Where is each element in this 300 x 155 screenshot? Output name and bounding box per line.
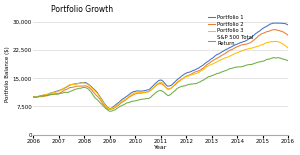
Portfolio 1 (115, 103, 119, 105)
Portfolio 3 (286, 47, 290, 49)
S&P 500 Total
Return (286, 60, 290, 62)
Portfolio 2 (216, 57, 220, 59)
S&P 500 Total
Return (110, 110, 113, 112)
Portfolio 2 (133, 93, 136, 95)
Portfolio 2 (109, 108, 112, 110)
S&P 500 Total
Return (218, 72, 221, 74)
Line: S&P 500 Total
Return: S&P 500 Total Return (33, 58, 288, 111)
S&P 500 Total
Return (62, 92, 66, 94)
Portfolio 1 (133, 91, 136, 93)
Portfolio 3 (192, 73, 196, 75)
Portfolio 1 (218, 53, 221, 55)
Portfolio 2 (62, 90, 66, 91)
Portfolio 2 (115, 105, 119, 107)
Portfolio 1 (109, 108, 112, 110)
Portfolio 3 (272, 40, 276, 42)
Portfolio 1 (216, 53, 220, 55)
Portfolio 3 (62, 87, 66, 89)
Portfolio 1 (32, 96, 35, 98)
S&P 500 Total
Return (216, 72, 220, 74)
Portfolio 1 (286, 24, 290, 26)
Portfolio 3 (109, 108, 112, 110)
S&P 500 Total
Return (133, 100, 136, 102)
Portfolio 1 (275, 22, 278, 24)
Portfolio 1 (192, 69, 196, 71)
Portfolio 3 (133, 92, 136, 94)
Text: Portfolio Growth: Portfolio Growth (51, 5, 113, 14)
Portfolio 3 (32, 96, 35, 98)
Portfolio 2 (218, 56, 221, 58)
Legend: Portfolio 1, Portfolio 2, Portfolio 3, S&P 500 Total
Return: Portfolio 1, Portfolio 2, Portfolio 3, S… (207, 14, 255, 47)
Line: Portfolio 2: Portfolio 2 (33, 30, 288, 109)
Portfolio 3 (216, 60, 220, 62)
Portfolio 2 (274, 29, 277, 31)
X-axis label: Year: Year (154, 145, 167, 150)
Portfolio 2 (32, 96, 35, 98)
Y-axis label: Portfolio Balance ($): Portfolio Balance ($) (5, 47, 10, 102)
Portfolio 3 (218, 60, 221, 62)
Line: Portfolio 3: Portfolio 3 (33, 41, 288, 109)
Portfolio 3 (115, 104, 119, 106)
S&P 500 Total
Return (32, 96, 35, 98)
S&P 500 Total
Return (272, 57, 275, 58)
Line: Portfolio 1: Portfolio 1 (33, 23, 288, 109)
S&P 500 Total
Return (115, 107, 119, 109)
Portfolio 2 (192, 71, 196, 73)
Portfolio 1 (62, 88, 66, 89)
S&P 500 Total
Return (192, 83, 196, 84)
Portfolio 2 (286, 34, 290, 36)
